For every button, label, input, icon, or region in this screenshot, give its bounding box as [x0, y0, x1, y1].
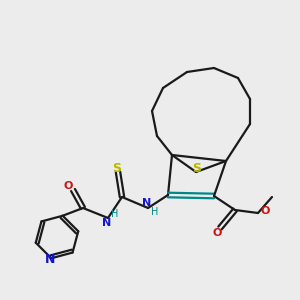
Text: N: N [45, 253, 56, 266]
Text: O: O [63, 181, 73, 191]
Text: N: N [102, 218, 112, 228]
Text: S: S [112, 161, 122, 175]
Text: N: N [142, 198, 152, 208]
Text: S: S [193, 163, 202, 176]
Text: O: O [212, 228, 222, 238]
Text: H: H [111, 209, 119, 219]
Text: O: O [260, 206, 270, 216]
Text: H: H [151, 207, 159, 217]
